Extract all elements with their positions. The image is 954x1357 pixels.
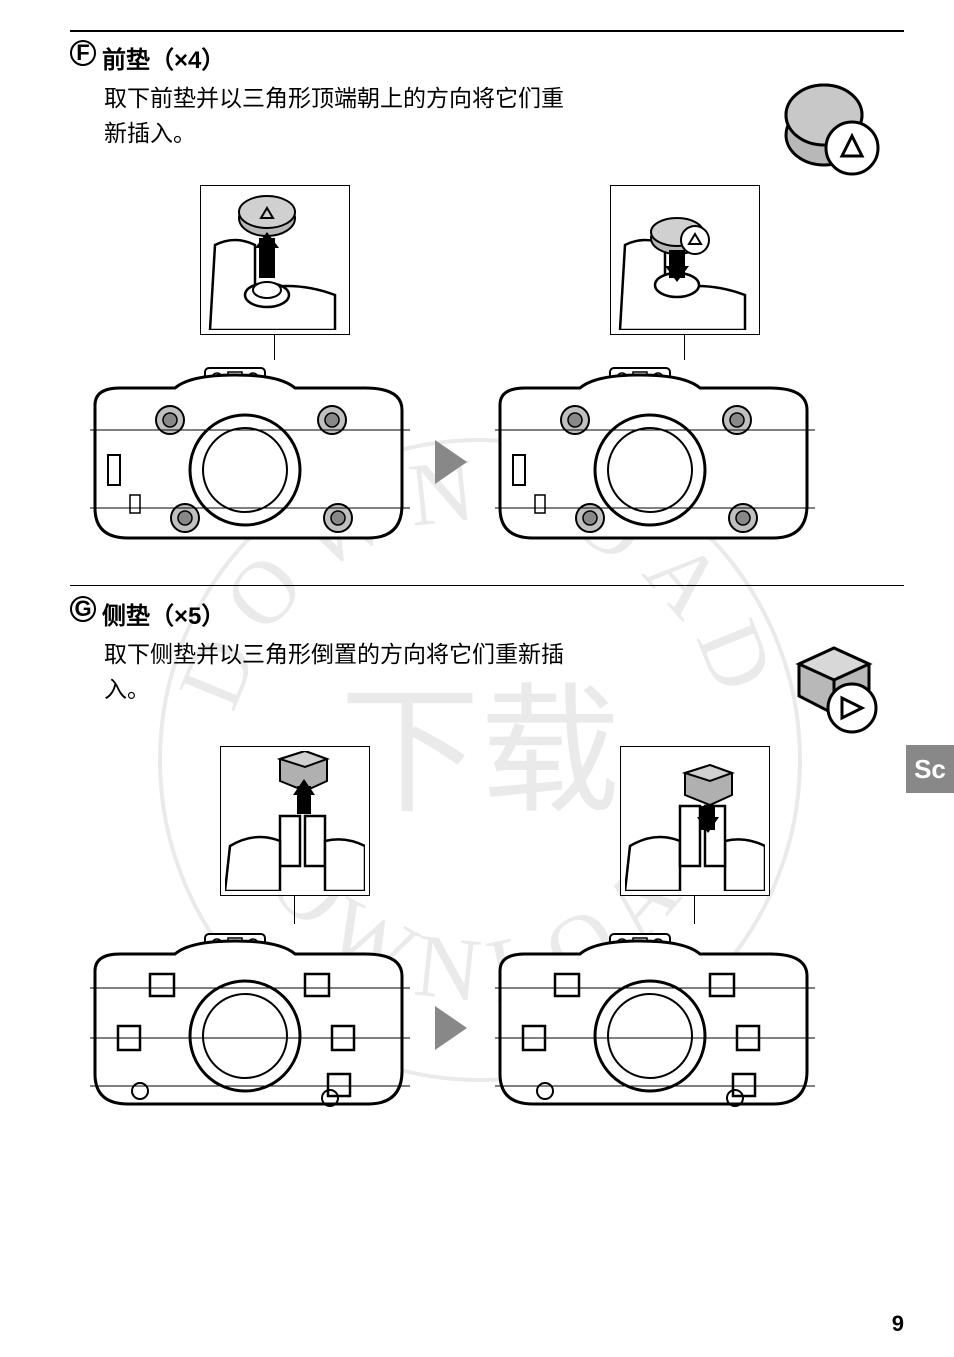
- cube-icon: [774, 636, 884, 746]
- arrow-f: [435, 440, 467, 484]
- section-g-diagrams: [70, 716, 904, 1146]
- section-f-title: 前垫（×4）: [102, 40, 225, 75]
- section-g-letter: G: [70, 596, 96, 622]
- camera-g-left: [80, 926, 420, 1131]
- connector: [684, 335, 685, 360]
- section-g-body: 取下侧垫并以三角形倒置的方向将它们重新插入。: [104, 637, 584, 706]
- section-f-letter: F: [70, 40, 96, 66]
- page-number: 9: [892, 1311, 904, 1337]
- connector: [274, 335, 275, 360]
- camera-f-right: [485, 360, 825, 565]
- mid-rule: [70, 585, 904, 586]
- section-f-diagrams: [70, 160, 904, 570]
- detail-f-right: [610, 185, 760, 335]
- camera-f-left: [80, 360, 420, 565]
- arrow-g: [435, 1006, 467, 1050]
- section-f-body: 取下前垫并以三角形顶端朝上的方向将它们重新插入。: [104, 81, 584, 150]
- detail-g-right: [620, 746, 770, 896]
- camera-g-right: [485, 926, 825, 1131]
- detail-g-left: [220, 746, 370, 896]
- section-g-title: 侧垫（×5）: [102, 596, 225, 631]
- section-g-header: G 侧垫（×5）: [70, 596, 904, 631]
- top-rule: [70, 30, 904, 32]
- connector: [294, 896, 295, 924]
- detail-f-left: [200, 185, 350, 335]
- connector: [694, 896, 695, 924]
- knob-icon: [774, 80, 884, 195]
- section-f-header: F 前垫（×4）: [70, 40, 904, 75]
